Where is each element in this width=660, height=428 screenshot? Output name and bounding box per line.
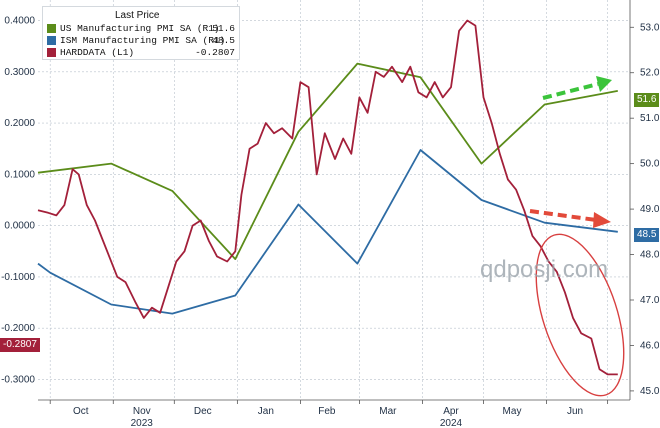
right-tick-label: 46.0	[640, 340, 660, 351]
legend-series-value: -0.2807	[195, 47, 235, 58]
right-tick-label: 45.0	[640, 386, 660, 397]
legend-item-us-pmi: US Manufacturing PMI SA (R1) 51.6	[47, 23, 237, 35]
highlight-ellipse	[535, 233, 625, 397]
x-tick-label: Nov	[133, 406, 151, 417]
left-tick-label: 0.1000	[4, 169, 35, 180]
year-label: 2024	[440, 418, 463, 428]
left-tick-label: 0.2000	[4, 118, 35, 129]
grid-lines	[38, 0, 630, 400]
ism-pmi-last-value-badge: 48.5	[634, 228, 660, 242]
right-tick-label: 51.0	[640, 113, 660, 124]
legend-title: Last Price	[115, 10, 160, 21]
left-axis: 0.4000 0.3000 0.2000 0.1000 0.0000 -0.1000 -0.…	[1, 16, 35, 386]
x-tick-label: Jan	[258, 406, 274, 417]
left-tick-label: 0.0000	[4, 221, 35, 232]
legend-series-name: US Manufacturing PMI SA (R1)	[60, 23, 220, 34]
legend-series-name: HARDDATA (L1)	[60, 47, 135, 58]
red-arrow-head	[593, 212, 611, 228]
x-tick-label: Apr	[443, 406, 459, 417]
legend-swatch	[47, 24, 56, 33]
legend-series-name: ISM Manufacturing PMI SA (R1)	[60, 35, 226, 46]
left-tick-label: -0.1000	[1, 272, 35, 283]
legend: Last Price US Manufacturing PMI SA (R1) …	[42, 6, 240, 60]
series-line-harddata	[37, 19, 618, 376]
legend-swatch	[47, 48, 56, 57]
x-tick-label: May	[503, 406, 522, 417]
right-tick-label: 47.0	[640, 295, 660, 306]
right-tick-label: 52.0	[640, 68, 660, 79]
legend-swatch	[47, 36, 56, 45]
x-tick-label: Oct	[73, 406, 89, 417]
left-tick-label: -0.3000	[1, 374, 35, 385]
series-line-us-manufacturing-pmi-sa	[37, 62, 618, 261]
x-tick-label: Feb	[318, 406, 336, 417]
x-tick-label: Dec	[194, 406, 212, 417]
right-tick-label: 48.0	[640, 250, 660, 261]
right-tick-label: 53.0	[640, 22, 660, 33]
watermark: qdposji.com	[480, 256, 609, 283]
legend-item-harddata: HARDDATA (L1) -0.2807	[47, 47, 237, 59]
annotations	[529, 76, 625, 397]
series-line-ism-manufacturing-pmi-sa	[37, 149, 618, 315]
left-tick-label: 0.4000	[4, 16, 35, 27]
us-pmi-last-value-badge: 51.6	[634, 93, 660, 107]
left-tick-label: -0.2000	[1, 323, 35, 334]
red-dashed-arrow	[529, 209, 597, 222]
legend-item-ism-pmi: ISM Manufacturing PMI SA (R1) 48.5	[47, 35, 237, 47]
x-tick-label: Mar	[379, 406, 397, 417]
series-lines	[37, 19, 618, 376]
green-dashed-arrow	[542, 82, 599, 100]
green-arrow-head	[596, 76, 612, 92]
left-tick-label: 0.3000	[4, 67, 35, 78]
year-label: 2023	[131, 418, 154, 428]
right-tick-label: 50.0	[640, 159, 660, 170]
legend-series-value: 51.6	[212, 23, 235, 34]
right-tick-label: 49.0	[640, 204, 660, 215]
right-axis: 53.0 52.0 51.0 50.0 49.0 48.0 47.0 46.0 45.0	[629, 0, 660, 400]
x-axis: Oct Nov Dec Jan Feb Mar Apr May Jun 2023 2024	[38, 399, 630, 428]
legend-series-value: 48.5	[212, 35, 235, 46]
harddata-last-value-badge: -0.2807	[0, 338, 40, 352]
x-tick-label: Jun	[567, 406, 583, 417]
